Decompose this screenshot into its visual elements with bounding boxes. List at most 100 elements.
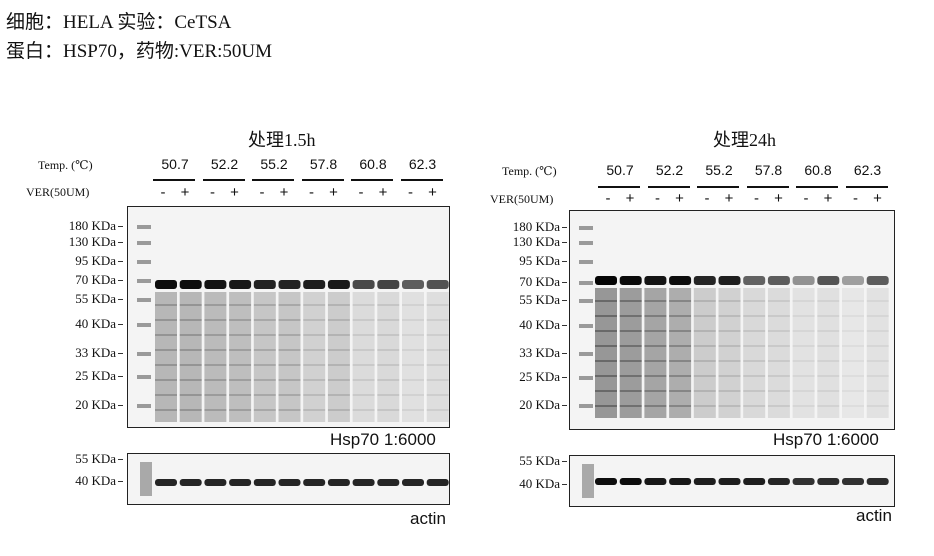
hsp70-band	[155, 280, 177, 289]
mw-marker-dash	[118, 226, 123, 227]
lane-minor-band	[377, 364, 400, 366]
lane-minor-band	[693, 300, 716, 302]
actin-band	[278, 479, 301, 486]
lane-minor-band	[792, 390, 815, 392]
lane-minor-band	[179, 394, 202, 396]
lane-minor-band	[792, 405, 815, 407]
lane-minor-band	[155, 334, 177, 336]
lane-minor-band	[303, 319, 326, 321]
actin-band	[253, 479, 276, 486]
lane-minor-band	[253, 379, 276, 381]
lane-smear	[718, 288, 741, 418]
lane-minor-band	[352, 394, 375, 396]
lane-minor-band	[303, 364, 326, 366]
lane-minor-band	[817, 360, 840, 362]
lane-minor-band	[595, 345, 617, 347]
ladder-band	[137, 298, 151, 302]
lane-minor-band	[253, 409, 276, 411]
temperature-underline	[845, 186, 888, 188]
lane-minor-band	[767, 405, 790, 407]
mw-marker-dash	[118, 376, 123, 377]
hsp70-band	[352, 280, 375, 289]
actin-band	[179, 479, 202, 486]
lane-minor-band	[155, 319, 177, 321]
lane-minor-band	[327, 304, 350, 306]
vehicle-sign: -	[704, 190, 710, 207]
lane-minor-band	[619, 300, 642, 302]
lane-minor-band	[204, 409, 227, 411]
lane-minor-band	[693, 360, 716, 362]
lane-minor-band	[792, 360, 815, 362]
lane-minor-band	[352, 364, 375, 366]
lane-minor-band	[402, 319, 424, 321]
temperature-underline	[647, 186, 690, 188]
vehicle-sign: -	[358, 184, 364, 201]
lane-minor-band	[352, 334, 375, 336]
vehicle-sign: -	[853, 190, 858, 207]
lane-smear	[792, 288, 815, 418]
hsp70-band	[817, 276, 840, 285]
lane-minor-band	[866, 390, 889, 392]
lane-minor-band	[866, 300, 889, 302]
vehicle-sign: -	[803, 190, 809, 207]
lane-minor-band	[155, 379, 177, 381]
lane-minor-band	[595, 360, 617, 362]
ladder-band	[137, 323, 151, 327]
hsp70-band	[278, 280, 301, 289]
lane-minor-band	[669, 345, 692, 347]
lane-minor-band	[842, 300, 864, 302]
lane-minor-band	[866, 315, 889, 317]
lane-smear	[644, 288, 667, 418]
lane-minor-band	[402, 334, 424, 336]
lane-minor-band	[693, 375, 716, 377]
actin-mw-dash	[118, 481, 123, 482]
temperature-underline	[202, 179, 245, 181]
actin-label: actin	[856, 506, 892, 525]
actin-band	[619, 478, 642, 485]
drug-sign: +	[279, 184, 289, 201]
ladder-band	[579, 324, 593, 328]
lane-minor-band	[327, 394, 350, 396]
temperature-label: 55.2	[260, 156, 288, 172]
hsp70-band	[792, 276, 815, 285]
mw-marker-dash	[118, 405, 123, 406]
actin-band	[352, 479, 375, 486]
lane-minor-band	[669, 405, 692, 407]
lane-minor-band	[693, 390, 716, 392]
lane-minor-band	[842, 345, 864, 347]
lane-minor-band	[402, 409, 424, 411]
hsp70-band	[327, 280, 350, 289]
vehicle-sign: -	[160, 184, 166, 201]
hsp70-band	[402, 280, 424, 289]
actin-band	[229, 479, 252, 486]
panel-title: 处理24h	[713, 130, 776, 150]
mw-marker-dash	[562, 405, 567, 406]
drug-sign: +	[329, 184, 338, 201]
lane-minor-band	[718, 330, 741, 332]
actin-band	[402, 479, 424, 486]
temperature-label: 52.2	[210, 156, 239, 172]
lane-smear	[817, 288, 840, 418]
actin-mw-label: 40 KDa	[75, 473, 116, 488]
mw-marker-label: 20 KDa	[75, 397, 116, 412]
vehicle-sign: -	[605, 190, 611, 207]
lane-minor-band	[866, 345, 889, 347]
lane-minor-band	[426, 304, 449, 306]
ladder-band	[137, 352, 151, 356]
lane-minor-band	[426, 409, 449, 411]
hsp70-blot-image	[127, 206, 450, 428]
mw-marker-dash	[562, 227, 567, 228]
lane-minor-band	[426, 349, 449, 351]
hsp70-blot-svg	[137, 225, 449, 422]
lane-minor-band	[155, 409, 177, 411]
lane-minor-band	[595, 330, 617, 332]
ladder-band	[137, 225, 151, 229]
temperature-label: 57.8	[754, 162, 783, 178]
lane-minor-band	[718, 375, 741, 377]
drug-sign: +	[873, 190, 882, 207]
actin-mw-label: 55 KDa	[519, 453, 560, 468]
lane-smear	[155, 292, 177, 422]
mw-marker-label: 130 KDa	[512, 234, 560, 249]
mw-marker-dash	[118, 261, 123, 262]
actin-blot-svg	[582, 464, 889, 498]
